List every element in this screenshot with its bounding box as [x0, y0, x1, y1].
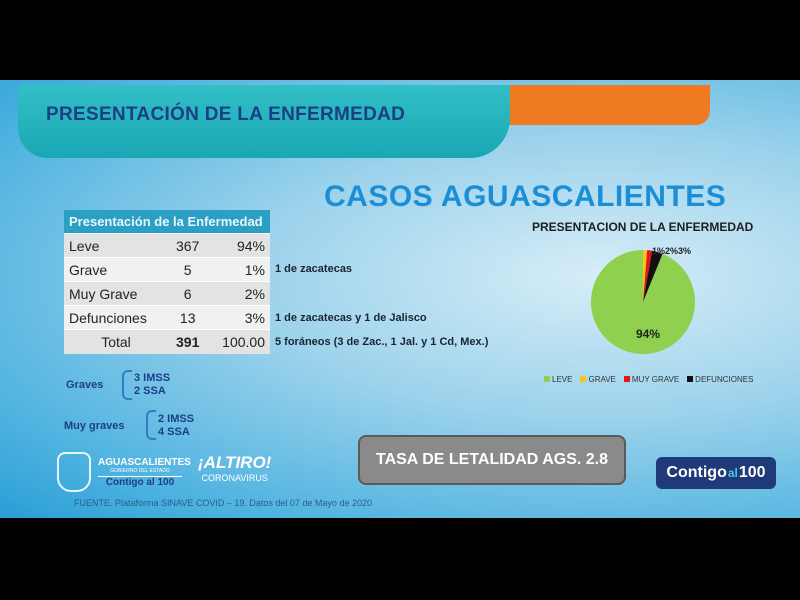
table-row: Grave 5 1% — [64, 257, 270, 282]
brand-contigo: Contigo — [666, 464, 727, 481]
table-total-row: Total 391 100.00 — [64, 329, 270, 354]
logo-altiro-text: ¡ALTIRO! — [198, 453, 272, 472]
logo-coronavirus-text: CORONAVIRUS — [201, 473, 268, 483]
state-coat-of-arms-icon — [57, 452, 91, 492]
row-label: Grave — [64, 257, 168, 282]
legend-label: GRAVE — [588, 375, 616, 384]
note-grave: 1 de zacatecas — [275, 263, 353, 275]
row-count: 13 — [167, 305, 208, 330]
chart-title: PRESENTACION DE LA ENFERMEDAD — [532, 220, 754, 234]
table-row: Defunciones 13 3% — [64, 305, 270, 330]
muy-graves-imss: 2 IMSS — [158, 413, 195, 425]
total-label: Total — [64, 329, 168, 354]
pie-chart: 94% 1%2%3% — [591, 246, 695, 354]
brace — [122, 370, 132, 400]
legend-label: DEFUNCIONES — [695, 375, 754, 384]
brand-al: al — [727, 466, 738, 480]
brace — [146, 410, 156, 440]
legend-label: MUY GRAVE — [631, 375, 680, 384]
graves-imss: 3 IMSS — [134, 372, 171, 384]
data-label-small-slices: 1%2%3% — [652, 246, 691, 256]
row-label: Defunciones — [64, 305, 168, 330]
lethality-rate-box: TASA DE LETALIDAD AGS. 2.8 — [358, 435, 626, 485]
title-banner — [18, 85, 510, 158]
graves-label: Graves — [66, 379, 104, 391]
logo-gob-text: GOBIERNO DEL ESTADO — [110, 468, 170, 474]
brand-cien: 100 — [738, 464, 766, 481]
pie-slice-grave — [643, 250, 648, 302]
muy-graves-label: Muy graves — [64, 420, 125, 432]
chart-legend: LEVE GRAVE MUY GRAVE DEFUNCIONES — [544, 375, 753, 384]
legend-swatch — [580, 376, 587, 382]
table-row: Leve 367 94% — [64, 233, 270, 258]
row-label: Muy Grave — [64, 281, 168, 306]
contigo-al-100-logo: Contigo al 100 — [656, 457, 776, 489]
slide: PRESENTACIÓN DE LA ENFERMEDAD CASOS AGUA… — [0, 80, 800, 518]
table-header: Presentación de la Enfermedad — [64, 210, 270, 234]
data-label-leve: 94% — [636, 327, 660, 341]
logo-ags-text: AGUASCALIENTES — [98, 457, 191, 468]
cases-table: Presentación de la Enfermedad Leve 367 94%… — [64, 210, 270, 354]
altiro-logo: ¡ALTIRO! CORONAVIRUS — [198, 453, 271, 483]
pie-slice-muy-grave — [643, 250, 653, 302]
muy-graves-ssa: 4 SSA — [158, 426, 190, 438]
row-label: Leve — [64, 233, 168, 258]
legend-item: LEVE — [544, 375, 572, 384]
row-pct: 2% — [207, 281, 270, 306]
total-pct: 100.00 — [207, 329, 270, 354]
note-total: 5 foráneos (3 de Zac., 1 Jal. y 1 Cd, Me… — [275, 336, 489, 348]
page-title: PRESENTACIÓN DE LA ENFERMEDAD — [46, 104, 406, 125]
total-count: 391 — [167, 329, 208, 354]
row-pct: 3% — [207, 305, 270, 330]
legend-swatch — [687, 376, 694, 382]
orange-banner — [470, 85, 710, 125]
legend-item: DEFUNCIONES — [687, 375, 753, 384]
note-defunciones: 1 de zacatecas y 1 de Jalisco — [275, 312, 427, 324]
row-pct: 1% — [207, 257, 270, 282]
pie-slice-defunciones — [643, 250, 663, 302]
row-count: 6 — [167, 281, 208, 306]
row-count: 367 — [167, 233, 208, 258]
row-pct: 94% — [207, 233, 270, 258]
aguascalientes-logo: AGUASCALIENTES GOBIERNO DEL ESTADO Conti… — [98, 457, 191, 488]
graves-ssa: 2 SSA — [134, 385, 166, 397]
legend-item: GRAVE — [580, 375, 616, 384]
legend-item: MUY GRAVE — [623, 375, 680, 384]
source-note: FUENTE. Plataforma SINAVE COVID – 19. Da… — [74, 498, 372, 508]
legend-swatch — [544, 376, 550, 382]
table-row: Muy Grave 6 2% — [64, 281, 270, 306]
slide-subtitle: CASOS AGUASCALIENTES — [324, 180, 727, 213]
legend-label: LEVE — [552, 375, 573, 384]
logo-contigo-text: Contigo al 100 — [98, 476, 182, 488]
row-count: 5 — [167, 257, 208, 282]
legend-swatch — [623, 376, 630, 382]
